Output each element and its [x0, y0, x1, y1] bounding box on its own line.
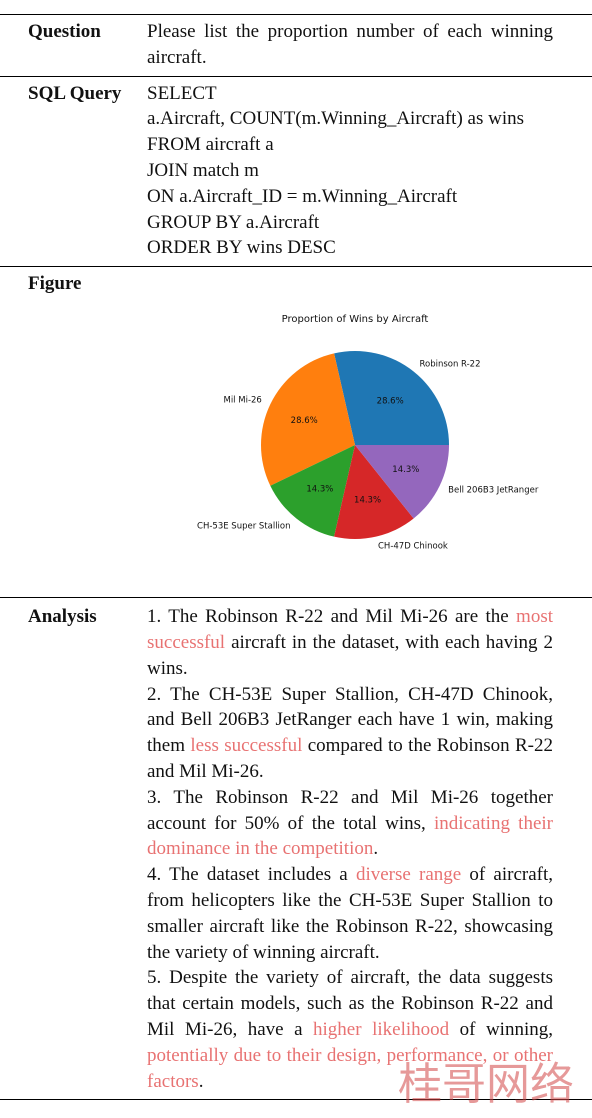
sql-line: a.Aircraft, COUNT(m.Winning_Aircraft) as… [147, 108, 525, 130]
question: Please list the proportion number of eac… [147, 21, 553, 68]
chart-title: Proportion of Wins by Aircraft [282, 314, 429, 325]
row-label: Question [28, 21, 101, 42]
wedge-label: CH-47D Chinook [378, 541, 448, 551]
table: Question Please list the proportion numb… [0, 14, 592, 1101]
text-run: 4. The dataset includes a [147, 864, 356, 886]
sql-line: ORDER BY wins DESC [147, 237, 336, 259]
text-run: 2. The CH-53E Super Stallion, CH-47D Chi… [147, 683, 553, 757]
text-run: of winning, [449, 1018, 553, 1040]
wedge-label: Bell 206B3 JetRanger [448, 486, 539, 496]
analysis-item: 5. Despite the variety of aircraft, the … [147, 965, 553, 1094]
wedge-percent: 14.3% [392, 465, 419, 475]
wedge-percent: 28.6% [291, 416, 318, 426]
row-label: Figure [28, 273, 82, 295]
sql-line: ON a.Aircraft_ID = m.Winning_Aircraft [147, 185, 458, 207]
text-run: 3. The Robinson R-22 and Mil Mi-26 toget… [147, 786, 553, 834]
wedge-label: Robinson R-22 [419, 360, 480, 370]
highlight: less successful [190, 735, 303, 757]
row-label: SQL Query [28, 82, 122, 104]
text-run: . [198, 1070, 204, 1092]
row: SQL Query SELECT a.Aircraft, COUNT(m.Winn… [0, 75, 592, 267]
wedge-percent: 28.6% [377, 397, 404, 407]
highlight: most successful [147, 606, 553, 653]
pie-wedge [334, 351, 449, 446]
highlight: diverse range [355, 864, 462, 886]
sql-line: GROUP BY a.Aircraft [147, 211, 320, 233]
sql-line: JOIN match m [147, 159, 259, 181]
wedge-label: Mil Mi-26 [223, 396, 261, 406]
row: Analysis 1. The Robinson R-22 and Mil Mi… [0, 597, 592, 1099]
analysis-item: 3. The Robinson R-22 and Mil Mi-26 toget… [147, 785, 553, 862]
text-run: aircraft in the dataset, with each havin… [147, 631, 553, 679]
row-label: Analysis [28, 606, 97, 628]
text-run: compared to the Robinson R-22 and Mil Mi… [147, 735, 553, 782]
watermark: 桂哥网络 [398, 1059, 574, 1110]
wedge-percent: 14.3% [354, 496, 381, 506]
pie-wedge [261, 353, 355, 486]
analysis-item: 2. The CH-53E Super Stallion, CH-47D Chi… [147, 682, 553, 785]
wedge-percent: 14.3% [306, 485, 333, 495]
highlight: higher likelihood [313, 1018, 450, 1040]
pie-wedge [334, 445, 414, 540]
wedge-label: CH-53E Super Stallion [197, 522, 291, 532]
text-run: 1. The Robinson R-22 and Mil Mi-26 are t… [147, 606, 517, 628]
pie-wedge [355, 445, 449, 519]
analysis-item: 1. The Robinson R-22 and Mil Mi-26 are t… [147, 604, 553, 681]
text-run: 5. Despite the variety of aircraft, the … [147, 967, 553, 1040]
highlight: indicating their dominance in the compet… [147, 812, 553, 860]
row: Figure Proportion of Wins by Aircraft Rob… [0, 266, 592, 597]
text-run: . [373, 838, 379, 860]
pie-wedge [270, 445, 355, 537]
analysis-item: 4. The dataset includes a diverse range … [147, 862, 553, 965]
row: Question Please list the proportion numb… [0, 15, 592, 76]
text-run: of aircraft, from helicopters like the C… [147, 864, 554, 963]
analysis: 1. The Robinson R-22 and Mil Mi-26 are t… [147, 604, 553, 1094]
pie-chart: Proportion of Wins by Aircraft Robinson R… [197, 314, 539, 551]
sql-line: FROM aircraft a [147, 134, 274, 156]
sql-line: SELECT [147, 82, 217, 104]
sql-query: SELECT a.Aircraft, COUNT(m.Winning_Aircra… [147, 81, 553, 262]
highlight: potentially due to their design, perform… [147, 1044, 553, 1092]
